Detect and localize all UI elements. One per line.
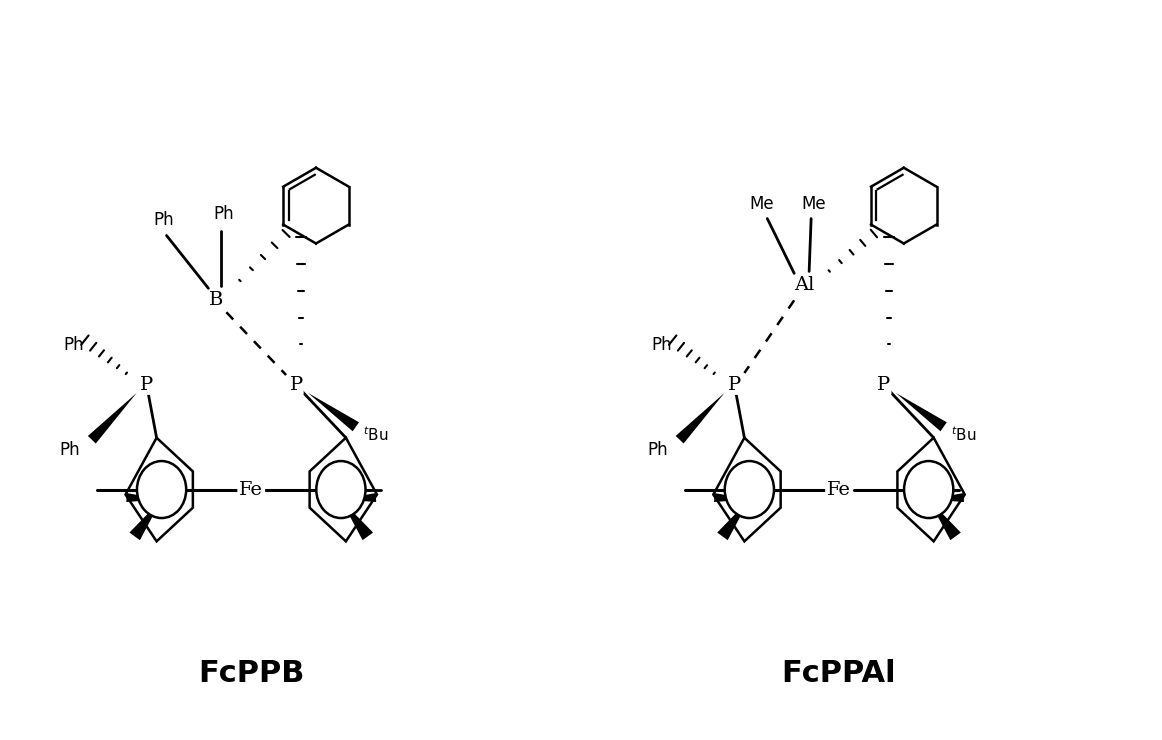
Polygon shape	[308, 393, 359, 431]
Polygon shape	[309, 438, 376, 542]
Polygon shape	[125, 438, 193, 542]
Text: B: B	[209, 292, 223, 309]
Text: Ph: Ph	[59, 441, 80, 459]
Polygon shape	[928, 493, 964, 502]
Polygon shape	[897, 438, 964, 542]
Text: $^t$Bu: $^t$Bu	[363, 425, 388, 444]
Text: P: P	[727, 376, 741, 394]
Text: Ph: Ph	[651, 336, 672, 354]
Polygon shape	[340, 493, 376, 502]
Text: Ph: Ph	[153, 211, 174, 229]
Polygon shape	[896, 393, 947, 431]
Polygon shape	[340, 500, 373, 540]
Text: $^t$Bu: $^t$Bu	[951, 425, 976, 444]
Text: FcPPAl: FcPPAl	[782, 659, 896, 688]
Text: Fe: Fe	[827, 480, 851, 499]
Polygon shape	[675, 393, 724, 443]
Ellipse shape	[725, 461, 774, 518]
Text: Me: Me	[749, 195, 774, 212]
Polygon shape	[127, 493, 162, 502]
Polygon shape	[928, 500, 961, 540]
Polygon shape	[715, 493, 749, 502]
Ellipse shape	[137, 461, 186, 518]
Text: Al: Al	[794, 276, 815, 295]
Text: FcPPB: FcPPB	[198, 659, 304, 688]
Text: Fe: Fe	[239, 480, 263, 499]
Text: P: P	[877, 376, 890, 394]
Text: Ph: Ph	[647, 441, 668, 459]
Text: Ph: Ph	[213, 204, 234, 223]
Polygon shape	[88, 393, 137, 443]
Text: Ph: Ph	[63, 336, 84, 354]
Polygon shape	[717, 500, 749, 540]
Ellipse shape	[904, 461, 953, 518]
Ellipse shape	[316, 461, 366, 518]
Polygon shape	[713, 438, 781, 542]
Text: P: P	[289, 376, 302, 394]
Text: Me: Me	[802, 195, 826, 212]
Polygon shape	[129, 500, 162, 540]
Text: P: P	[139, 376, 153, 394]
